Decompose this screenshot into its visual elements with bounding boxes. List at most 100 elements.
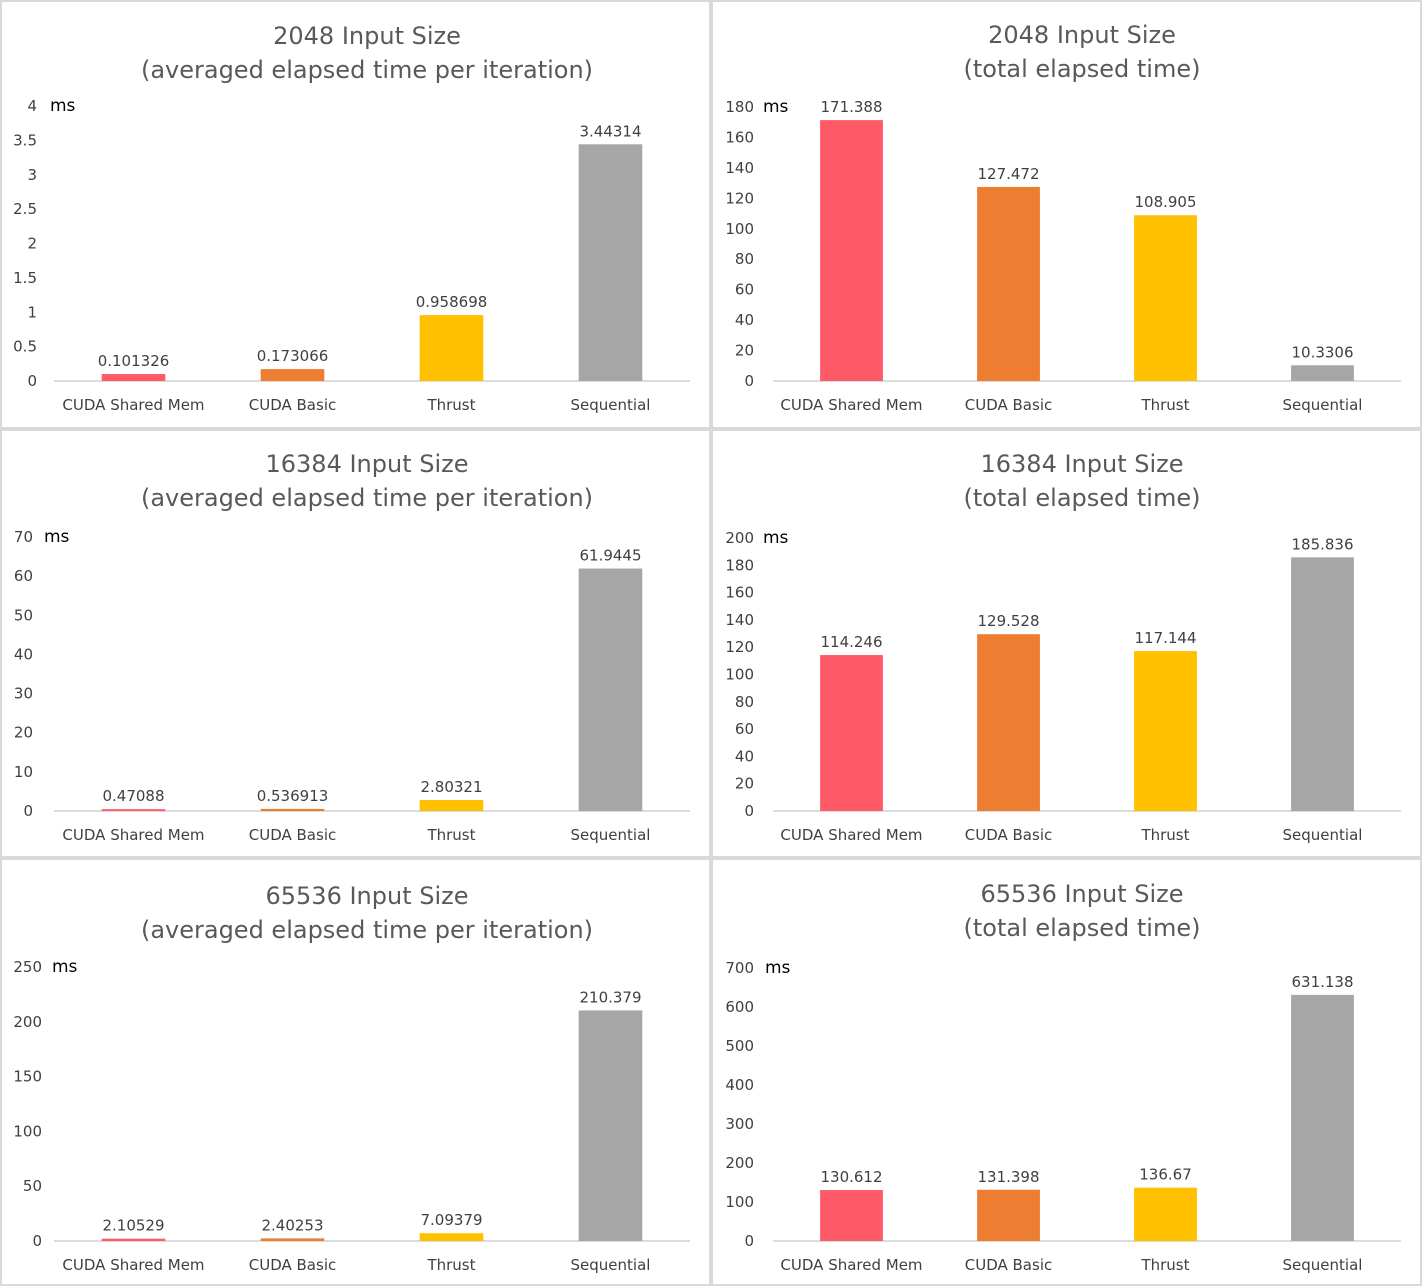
y-tick-label: 400 xyxy=(725,1076,754,1094)
category-label-thrust: Thrust xyxy=(426,396,475,414)
bar-cuda-shared-mem xyxy=(820,120,883,381)
category-label-cuda-shared-mem: CUDA Shared Mem xyxy=(780,1256,922,1274)
data-label-thrust: 7.09379 xyxy=(420,1211,482,1229)
data-label-thrust: 0.958698 xyxy=(416,293,488,311)
data-label-sequential: 3.44314 xyxy=(579,122,641,140)
bar-cuda-shared-mem xyxy=(820,655,883,811)
y-tick-label: 0 xyxy=(27,372,37,390)
y-tick-label: 4 xyxy=(27,97,37,115)
bar-cuda-basic xyxy=(977,1189,1040,1241)
y-tick-label: 0 xyxy=(744,372,754,390)
y-tick-label: 120 xyxy=(725,189,754,207)
y-tick-label: 40 xyxy=(735,311,754,329)
y-tick-label: 100 xyxy=(725,220,754,238)
data-label-cuda-shared-mem: 2.10529 xyxy=(102,1217,164,1235)
data-label-cuda-basic: 0.536913 xyxy=(257,787,329,805)
bar-sequential xyxy=(1291,994,1354,1241)
category-label-thrust: Thrust xyxy=(426,826,475,844)
category-label-cuda-shared-mem: CUDA Shared Mem xyxy=(780,826,922,844)
y-tick-label: 2 xyxy=(27,235,37,253)
chart-svg: 2048 Input Size (total elapsed time) 0 20 40… xyxy=(725,21,1401,414)
y-tick-label: 0 xyxy=(744,1232,754,1250)
category-label-cuda-basic: CUDA Basic xyxy=(249,826,336,844)
bar-cuda-shared-mem xyxy=(101,374,166,381)
data-label-sequential: 10.3306 xyxy=(1291,343,1353,361)
y-tick-label: 40 xyxy=(735,747,754,765)
y-tick-label: 0 xyxy=(23,802,33,820)
chart-subtitle: (total elapsed time) xyxy=(964,914,1201,942)
data-label-sequential: 631.138 xyxy=(1291,973,1353,991)
data-label-thrust: 108.905 xyxy=(1134,193,1196,211)
y-unit-label: ms xyxy=(50,96,76,116)
y-tick-label: 180 xyxy=(725,98,754,116)
y-tick-label: 0.5 xyxy=(13,338,37,356)
y-tick-label: 20 xyxy=(735,342,754,360)
bar-sequential xyxy=(578,144,643,381)
y-tick-label: 140 xyxy=(725,159,754,177)
bar-cuda-basic xyxy=(977,186,1040,381)
y-tick-label: 600 xyxy=(725,998,754,1016)
y-tick-label: 80 xyxy=(735,693,754,711)
category-label-sequential: Sequential xyxy=(1283,1256,1363,1274)
chart-title: 16384 Input Size xyxy=(265,450,468,478)
y-tick-label: 80 xyxy=(735,250,754,268)
y-tick-label: 300 xyxy=(725,1115,754,1133)
bar-thrust xyxy=(1134,215,1197,381)
y-tick-label: 200 xyxy=(725,1154,754,1172)
category-label-sequential: Sequential xyxy=(1283,396,1363,414)
data-label-cuda-basic: 131.398 xyxy=(977,1168,1039,1186)
category-label-cuda-shared-mem: CUDA Shared Mem xyxy=(62,826,204,844)
bar-sequential xyxy=(1291,365,1354,381)
chart-panel-16384-avg: 16384 Input Size (averaged elapsed time p… xyxy=(0,429,711,858)
category-label-cuda-basic: CUDA Basic xyxy=(965,1256,1052,1274)
y-tick-label: 60 xyxy=(14,567,33,585)
chart-subtitle: (total elapsed time) xyxy=(964,484,1201,512)
bar-cuda-shared-mem xyxy=(101,809,166,811)
chart-panel-65536-total: 65536 Input Size (total elapsed time) 0 100… xyxy=(711,858,1422,1286)
y-tick-label: 250 xyxy=(13,958,42,976)
y-tick-label: 120 xyxy=(725,638,754,656)
chart-svg: 16384 Input Size (averaged elapsed time p… xyxy=(14,450,690,844)
y-tick-label: 100 xyxy=(725,666,754,684)
category-label-sequential: Sequential xyxy=(1283,826,1363,844)
y-tick-label: 0 xyxy=(32,1232,42,1250)
y-tick-label: 0 xyxy=(744,802,754,820)
y-tick-label: 200 xyxy=(725,529,754,547)
category-label-thrust: Thrust xyxy=(1140,826,1189,844)
y-tick-label: 50 xyxy=(23,1177,42,1195)
chart-title: 65536 Input Size xyxy=(265,882,468,910)
data-label-sequential: 210.379 xyxy=(579,988,641,1006)
y-tick-label: 1 xyxy=(27,303,37,321)
data-label-cuda-basic: 0.173066 xyxy=(257,347,329,365)
y-tick-label: 20 xyxy=(735,775,754,793)
chart-panel-2048-avg: 2048 Input Size (averaged elapsed time pe… xyxy=(0,0,711,429)
category-label-sequential: Sequential xyxy=(571,1256,651,1274)
y-unit-label: ms xyxy=(52,957,78,977)
data-label-cuda-shared-mem: 130.612 xyxy=(820,1168,882,1186)
bar-thrust xyxy=(419,315,484,381)
chart-title: 16384 Input Size xyxy=(980,450,1183,478)
bar-cuda-basic xyxy=(260,1238,325,1241)
bar-thrust xyxy=(419,800,484,811)
data-label-cuda-shared-mem: 171.388 xyxy=(820,98,882,116)
y-tick-label: 40 xyxy=(14,645,33,663)
bar-thrust xyxy=(1134,651,1197,811)
bar-cuda-basic xyxy=(260,369,325,381)
data-label-cuda-shared-mem: 0.101326 xyxy=(98,352,170,370)
data-label-sequential: 61.9445 xyxy=(579,547,641,565)
data-label-cuda-shared-mem: 0.47088 xyxy=(102,787,164,805)
bar-cuda-shared-mem xyxy=(101,1238,166,1241)
y-tick-label: 500 xyxy=(725,1037,754,1055)
y-unit-label: ms xyxy=(763,528,789,548)
y-tick-label: 160 xyxy=(725,584,754,602)
category-label-sequential: Sequential xyxy=(571,826,651,844)
bar-cuda-basic xyxy=(977,634,1040,811)
y-tick-label: 10 xyxy=(14,763,33,781)
category-label-cuda-shared-mem: CUDA Shared Mem xyxy=(62,396,204,414)
chart-subtitle: (total elapsed time) xyxy=(964,55,1201,83)
category-label-cuda-basic: CUDA Basic xyxy=(249,1256,336,1274)
data-label-thrust: 117.144 xyxy=(1134,629,1196,647)
y-tick-label: 3 xyxy=(27,166,37,184)
chart-svg: 16384 Input Size (total elapsed time) 0 20 4… xyxy=(725,450,1401,844)
bar-thrust xyxy=(1134,1187,1197,1241)
